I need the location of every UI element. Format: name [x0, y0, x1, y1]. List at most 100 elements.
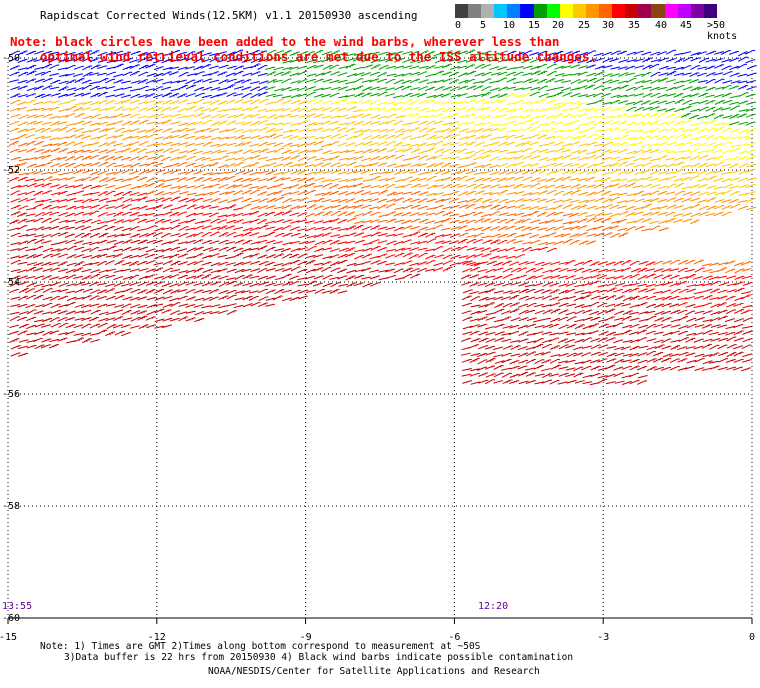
wind-barb: [402, 204, 413, 210]
wind-barb: [601, 190, 612, 196]
wind-barb: [81, 295, 92, 300]
wind-barb: [745, 121, 756, 126]
wind-barb: [569, 141, 580, 147]
wind-barb: [10, 156, 21, 161]
wind-barb: [337, 290, 348, 294]
wind-barb: [306, 65, 317, 70]
wind-barb: [105, 190, 116, 196]
wind-barb: [669, 353, 680, 357]
wind-barb: [145, 100, 156, 104]
wind-barb: [513, 115, 524, 119]
wind-barb: [265, 57, 276, 62]
wind-barb: [18, 311, 29, 315]
wind-barb: [457, 165, 468, 169]
wind-barb: [272, 94, 283, 98]
wind-barb: [58, 108, 69, 112]
wind-barb: [34, 183, 45, 188]
wind-barb: [25, 276, 36, 280]
wind-barb: [200, 128, 211, 133]
wind-barb: [717, 338, 728, 342]
wind-barb: [250, 268, 261, 272]
wind-barb: [613, 302, 624, 307]
wind-barb: [169, 156, 180, 161]
wind-barb: [401, 129, 412, 133]
wind-barb: [258, 296, 269, 302]
wind-barb: [65, 290, 76, 294]
wind-barb: [625, 101, 636, 105]
wind-barb: [248, 295, 259, 301]
wind-barb: [57, 52, 67, 56]
wind-barb: [361, 52, 372, 57]
wind-barb: [210, 226, 221, 231]
wind-barb: [418, 218, 429, 224]
wind-barb: [561, 73, 572, 77]
wind-barb: [578, 94, 588, 98]
wind-barb: [656, 51, 667, 56]
wind-barb: [569, 50, 581, 56]
wind-barb: [457, 148, 468, 154]
wind-barb: [746, 142, 757, 146]
wind-barb: [433, 120, 444, 125]
wind-barb: [194, 135, 205, 140]
wind-barb: [265, 246, 276, 252]
wind-barb: [460, 274, 472, 280]
wind-barb: [737, 73, 748, 77]
wind-barb: [457, 93, 468, 97]
wind-barb: [560, 233, 571, 238]
wind-barb: [669, 275, 680, 280]
wind-barb: [58, 212, 69, 217]
wind-barb: [137, 196, 148, 202]
wind-barb: [433, 204, 444, 210]
wind-barb: [8, 57, 20, 63]
wind-barb: [704, 65, 715, 71]
wind-barb: [154, 179, 165, 183]
wind-barb: [585, 64, 596, 69]
wind-barb: [545, 242, 556, 245]
wind-barb: [234, 121, 245, 125]
wind-barb: [514, 66, 524, 69]
wind-barb: [402, 51, 413, 55]
wind-barb: [194, 297, 205, 301]
wind-barb: [160, 106, 172, 112]
wind-barb: [41, 198, 52, 203]
wind-barb: [426, 238, 437, 244]
wind-barb: [546, 247, 557, 253]
wind-barb: [681, 134, 692, 140]
wind-barb: [713, 72, 724, 76]
wind-barb: [661, 338, 672, 344]
wind-barb: [578, 192, 589, 196]
wind-barb: [548, 323, 560, 329]
colorbar-swatch: [455, 4, 469, 18]
wind-barb: [645, 284, 656, 288]
wind-barb: [425, 254, 436, 260]
wind-barb: [637, 375, 648, 379]
wind-barb: [424, 220, 435, 225]
wind-barb: [496, 77, 508, 83]
wind-barb: [402, 113, 413, 119]
wind-barb: [346, 106, 357, 112]
wind-barb: [378, 184, 389, 189]
wind-barb: [554, 147, 565, 153]
wind-barb: [481, 114, 492, 120]
wind-barb: [26, 58, 37, 63]
wind-barb: [161, 86, 172, 91]
wind-barb: [352, 100, 363, 104]
wind-barb: [170, 142, 181, 147]
wind-barb: [153, 262, 164, 266]
wind-barb: [338, 157, 349, 161]
wind-barb: [394, 179, 405, 183]
wind-barb: [426, 184, 437, 190]
wind-barb: [514, 191, 525, 195]
wind-barb: [614, 380, 625, 384]
wind-barb: [553, 91, 564, 97]
wind-barb: [113, 248, 123, 252]
wind-barb: [34, 212, 45, 217]
wind-barb: [297, 277, 308, 281]
wind-barb: [489, 52, 500, 56]
wind-barb: [514, 212, 525, 217]
wind-barb: [250, 206, 261, 210]
wind-barb: [434, 192, 444, 196]
wind-barb: [297, 100, 308, 106]
wind-barb: [289, 191, 300, 195]
wind-barb: [641, 79, 652, 84]
